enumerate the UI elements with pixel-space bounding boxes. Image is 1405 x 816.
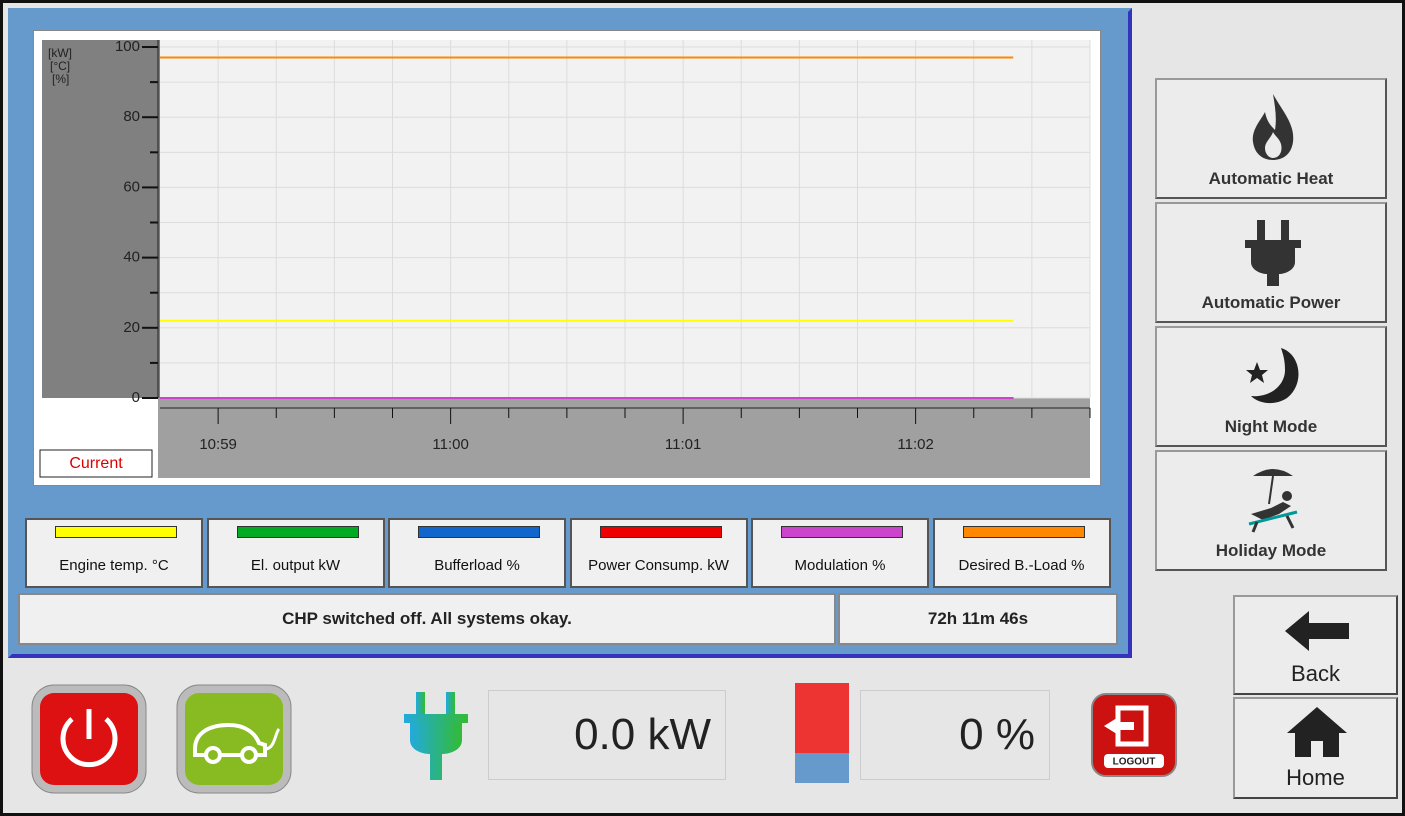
x-tick-label: 11:00 bbox=[432, 436, 468, 453]
y-axis-label: [kW] bbox=[48, 46, 72, 60]
x-tick-label: 11:02 bbox=[897, 436, 933, 453]
power-button[interactable] bbox=[30, 683, 150, 795]
y-tick-label: 40 bbox=[123, 249, 140, 266]
home-icon bbox=[1287, 707, 1347, 757]
mode-label: Automatic Power bbox=[1201, 293, 1341, 312]
legend-item[interactable]: Bufferload % bbox=[388, 518, 566, 588]
holiday-icon bbox=[1248, 469, 1298, 533]
back-button[interactable]: Back bbox=[1233, 595, 1398, 695]
back-label: Back bbox=[1291, 661, 1340, 686]
x-axis-band bbox=[158, 398, 1090, 478]
buffer-readout: 0 % bbox=[860, 690, 1050, 780]
mode-label: Night Mode bbox=[1224, 417, 1318, 436]
legend-swatch bbox=[599, 526, 722, 538]
y-tick-label: 0 bbox=[132, 389, 140, 406]
y-tick-label: 20 bbox=[123, 319, 140, 336]
legend-label: El. output kW bbox=[250, 556, 341, 574]
plug-readout-icon bbox=[404, 692, 468, 780]
legend-swatch bbox=[236, 526, 359, 538]
buffer-icon bbox=[795, 683, 849, 783]
mode-button[interactable]: Holiday Mode bbox=[1155, 450, 1387, 571]
mode-label: Holiday Mode bbox=[1215, 541, 1327, 560]
legend-swatch bbox=[418, 526, 540, 538]
back-icon bbox=[1285, 611, 1349, 651]
x-tick-label: 10:59 bbox=[199, 436, 237, 453]
ev-button[interactable] bbox=[175, 683, 295, 795]
moon-icon bbox=[1246, 348, 1299, 404]
chart: [kW] [°C] [%] Current 0 20 40 60 80 100 10:59 1… bbox=[39, 38, 1091, 478]
legend-item[interactable]: Desired B.-Load % bbox=[932, 518, 1111, 588]
legend-item[interactable]: Power Consump. kW bbox=[569, 518, 748, 588]
y-axis-band bbox=[42, 40, 160, 398]
mode-label: Automatic Heat bbox=[1208, 169, 1334, 188]
y-tick-label: 100 bbox=[115, 38, 140, 55]
legend-swatch bbox=[781, 526, 903, 538]
legend-swatch bbox=[55, 526, 177, 538]
plug-icon bbox=[1245, 220, 1301, 286]
cursor-label: Current bbox=[69, 455, 123, 472]
mode-button[interactable]: Automatic Heat bbox=[1155, 78, 1387, 199]
home-label: Home bbox=[1286, 765, 1345, 790]
logout-button[interactable]: LOGOUT bbox=[1090, 692, 1178, 778]
status-message: CHP switched off. All systems okay. bbox=[18, 593, 836, 645]
mode-button[interactable]: Automatic Power bbox=[1155, 202, 1387, 323]
legend-label: Bufferload % bbox=[434, 556, 520, 574]
cursor-box bbox=[39, 449, 153, 478]
y-axis-label: [%] bbox=[52, 72, 69, 86]
legend-label: Modulation % bbox=[794, 556, 886, 574]
y-tick-label: 80 bbox=[123, 108, 140, 125]
home-button[interactable]: Home bbox=[1233, 697, 1398, 799]
y-tick-label: 60 bbox=[123, 178, 140, 195]
legend-label: Engine temp. °C bbox=[59, 556, 169, 574]
legend-item[interactable]: El. output kW bbox=[206, 518, 385, 588]
y-axis-label: [°C] bbox=[50, 59, 70, 73]
mode-button[interactable]: Night Mode bbox=[1155, 326, 1387, 447]
legend-label: Power Consump. kW bbox=[588, 556, 729, 574]
power-readout: 0.0 kW bbox=[488, 690, 726, 780]
legend-item[interactable]: Engine temp. °C bbox=[25, 518, 203, 588]
logout-label: LOGOUT bbox=[1113, 757, 1156, 768]
legend-swatch bbox=[962, 526, 1085, 538]
legend-item[interactable]: Modulation % bbox=[751, 518, 929, 588]
runtime: 72h 11m 46s bbox=[838, 593, 1118, 645]
legend-label: Desired B.-Load % bbox=[958, 556, 1085, 574]
flame-icon bbox=[1252, 94, 1294, 160]
x-tick-label: 11:01 bbox=[665, 436, 701, 453]
